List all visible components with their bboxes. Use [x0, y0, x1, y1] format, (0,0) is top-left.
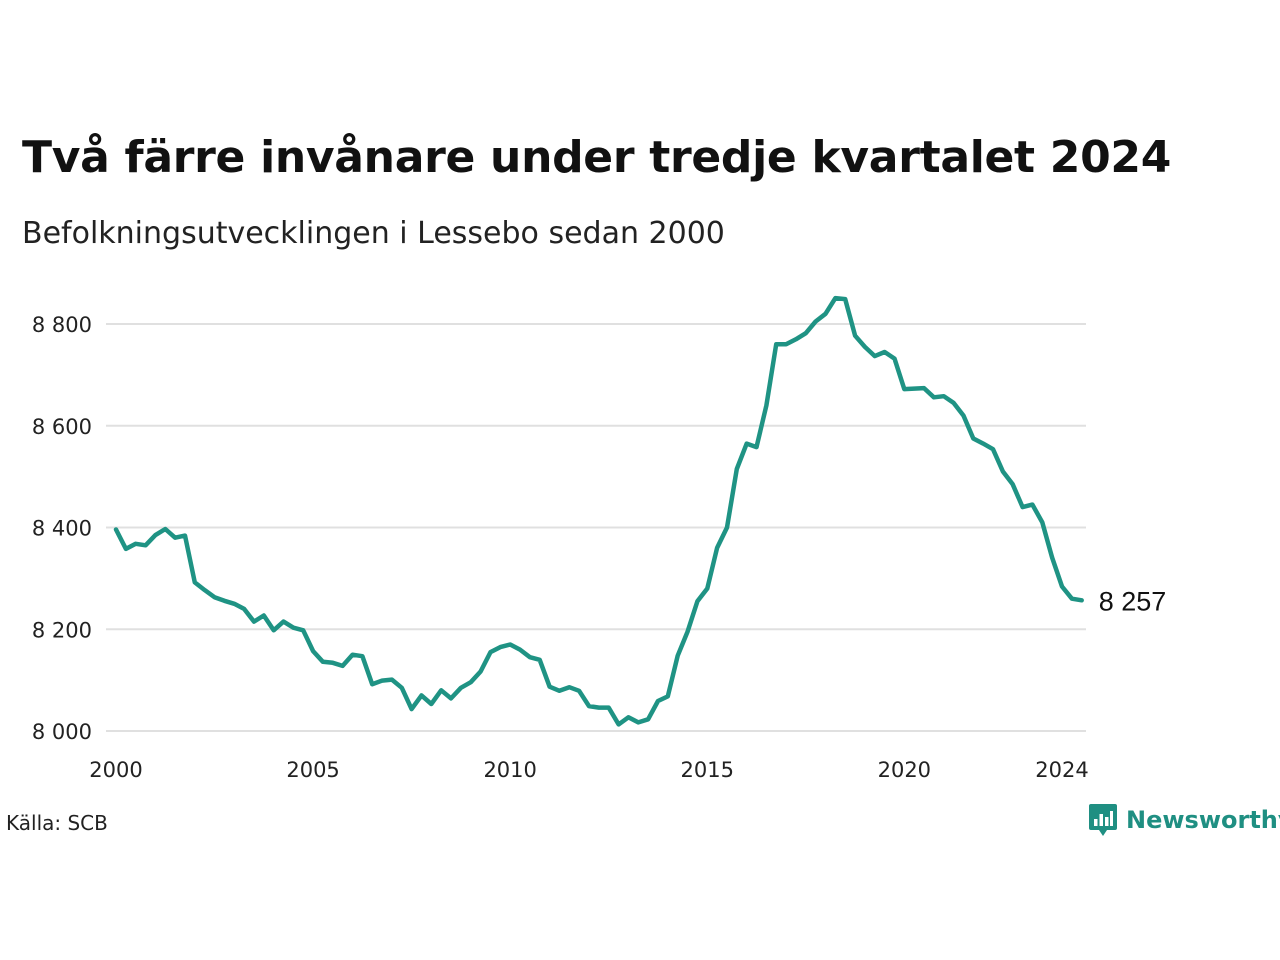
x-tick-label: 2024	[1035, 758, 1088, 782]
source-note: Källa: SCB	[6, 811, 108, 835]
newsworthy-logo-icon	[1089, 804, 1117, 836]
end-value-label: 8 257	[1099, 586, 1167, 616]
y-tick-label: 8 400	[32, 517, 92, 541]
y-tick-label: 8 200	[32, 618, 92, 642]
x-tick-label: 2010	[483, 758, 536, 782]
x-tick-label: 2005	[286, 758, 339, 782]
x-tick-label: 2020	[878, 758, 931, 782]
y-tick-label: 8 600	[32, 415, 92, 439]
y-tick-label: 8 800	[32, 313, 92, 337]
brand-name: Newsworthy	[1126, 806, 1280, 834]
population-line	[113, 295, 1084, 727]
chart-title: Två färre invånare under tredje kvartale…	[22, 132, 1172, 183]
brand-logo[interactable]: Newsworthy	[1088, 802, 1280, 838]
x-tick-label: 2015	[681, 758, 734, 782]
chart-subtitle: Befolkningsutvecklingen i Lessebo sedan …	[22, 216, 725, 251]
x-tick-label: 2000	[89, 758, 142, 782]
y-tick-label: 8 000	[32, 720, 92, 744]
